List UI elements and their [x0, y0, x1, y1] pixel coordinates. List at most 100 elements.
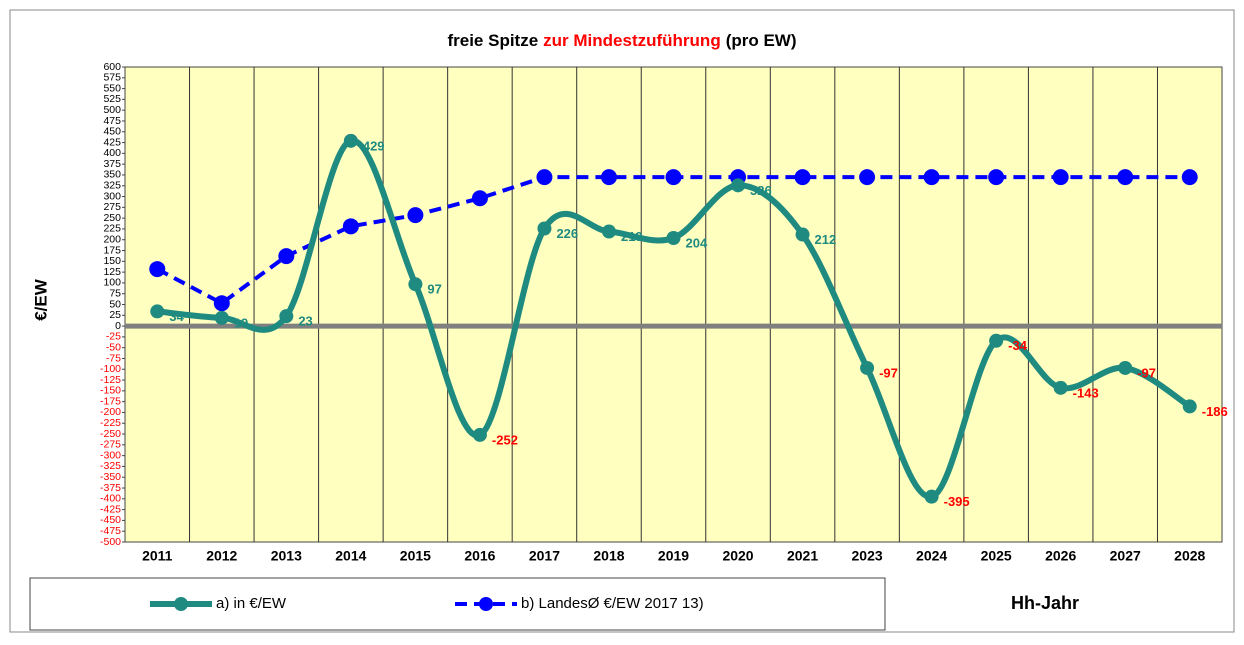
y-tick-label: 600: [103, 61, 121, 73]
y-tick-label: 225: [103, 223, 121, 235]
marker: [1053, 380, 1068, 395]
data-label: 204: [686, 235, 708, 250]
y-tick-label: 375: [103, 158, 121, 170]
marker: [149, 261, 166, 278]
plot-area: [124, 66, 1223, 543]
y-tick-label: 450: [103, 126, 121, 138]
legend-marker: [479, 597, 493, 611]
x-tick-label: 2023: [852, 548, 883, 564]
y-tick-label: -325: [100, 460, 121, 472]
y-tick-label: 550: [103, 82, 121, 94]
y-tick-label: 50: [109, 298, 121, 310]
data-label: -97: [879, 365, 898, 380]
x-tick-label: 2018: [593, 548, 624, 564]
x-tick-label: 2015: [400, 548, 431, 564]
data-label: 326: [750, 183, 772, 198]
marker: [666, 231, 681, 245]
x-tick-label: 2026: [1045, 548, 1076, 564]
marker: [795, 227, 810, 242]
y-tick-label: -50: [106, 341, 121, 353]
x-tick-label: 2014: [335, 548, 366, 564]
data-label: -143: [1073, 385, 1099, 400]
y-tick-label: 125: [103, 266, 121, 278]
y-tick-label: -425: [100, 503, 121, 515]
marker: [731, 178, 746, 193]
x-tick-label: 2011: [142, 548, 173, 564]
marker: [859, 169, 876, 186]
y-tick-label: 250: [103, 212, 121, 224]
chart-title: freie Spitze zur Mindestzuführung (pro EW): [447, 31, 796, 50]
marker: [536, 169, 553, 186]
y-tick-label: -25: [106, 331, 121, 343]
y-tick-label: -450: [100, 514, 121, 526]
y-tick-label: -150: [100, 385, 121, 397]
marker: [213, 295, 230, 312]
y-tick-label: -350: [100, 471, 121, 483]
marker: [343, 133, 358, 148]
data-label: 19: [234, 315, 248, 330]
y-tick-label: 175: [103, 244, 121, 256]
x-tick-label: 2025: [981, 548, 1012, 564]
data-label: -395: [944, 494, 970, 509]
x-axis-title: Hh-Jahr: [1011, 593, 1079, 613]
data-label: -252: [492, 432, 518, 447]
y-tick-label: -300: [100, 449, 121, 461]
y-tick-label: -400: [100, 493, 121, 505]
marker: [923, 169, 940, 186]
marker: [278, 248, 295, 265]
marker: [924, 489, 939, 504]
marker: [601, 224, 616, 239]
title-part: freie Spitze: [447, 31, 538, 50]
marker: [794, 169, 811, 186]
y-tick-label: -275: [100, 439, 121, 451]
marker: [1052, 169, 1069, 186]
data-label: 226: [556, 226, 578, 241]
marker: [1181, 169, 1198, 186]
legend-label: a) in €/EW: [216, 595, 287, 612]
y-tick-label: 425: [103, 136, 121, 148]
x-tick-label: 2024: [916, 548, 947, 564]
legend-marker: [174, 597, 188, 611]
y-tick-label: -175: [100, 395, 121, 407]
y-tick-label: 200: [103, 234, 121, 246]
x-tick-label: 2017: [529, 548, 560, 564]
marker: [408, 277, 423, 292]
y-tick-label: 325: [103, 180, 121, 192]
marker: [665, 169, 682, 186]
marker: [407, 207, 424, 224]
marker: [472, 427, 487, 442]
y-tick-label: 400: [103, 147, 121, 159]
marker: [1118, 360, 1133, 375]
y-tick-label: 475: [103, 115, 121, 127]
marker: [279, 309, 294, 324]
data-label: 219: [621, 229, 643, 244]
y-tick-label: 275: [103, 201, 121, 213]
marker: [342, 218, 359, 235]
y-tick-label: 25: [109, 309, 121, 321]
data-label: 212: [815, 232, 837, 247]
y-tick-label: 575: [103, 72, 121, 84]
title-part: (pro EW): [726, 31, 797, 50]
marker: [150, 304, 165, 319]
data-label: 34: [169, 309, 184, 324]
y-tick-label: -475: [100, 525, 121, 537]
data-label: 97: [427, 282, 441, 297]
data-label: -186: [1202, 404, 1228, 419]
y-tick-label: 525: [103, 93, 121, 105]
y-tick-label: 150: [103, 255, 121, 267]
y-axis-title: €/EW: [31, 278, 50, 321]
marker: [860, 360, 875, 375]
x-tick-label: 2013: [271, 548, 302, 564]
data-label: 23: [298, 314, 312, 329]
x-tick-label: 2019: [658, 548, 689, 564]
marker: [537, 221, 552, 236]
y-tick-label: -100: [100, 363, 121, 375]
y-tick-label: 300: [103, 190, 121, 202]
x-tick-label: 2021: [787, 548, 818, 564]
x-tick-label: 2012: [206, 548, 237, 564]
marker: [600, 169, 617, 186]
data-label: -97: [1137, 365, 1156, 380]
y-tick-label: -375: [100, 482, 121, 494]
y-tick-label: 75: [109, 287, 121, 299]
